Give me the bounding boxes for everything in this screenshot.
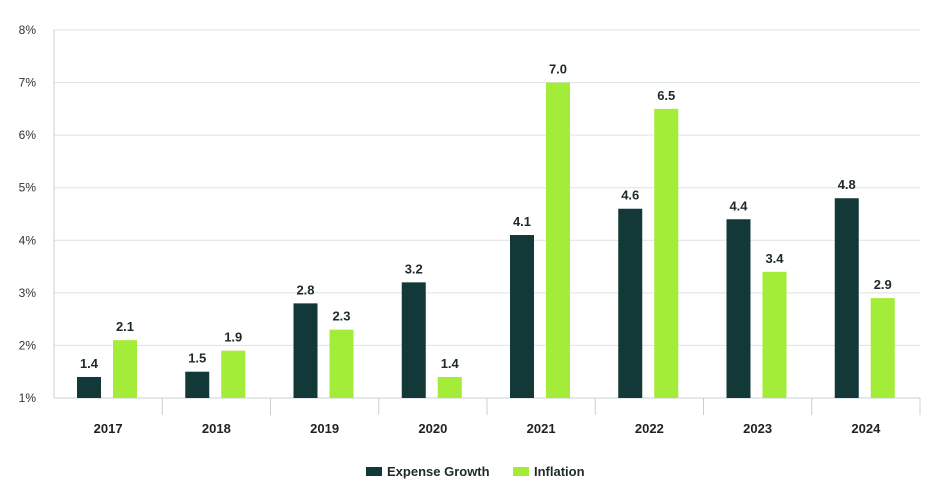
- y-tick-label: 8%: [19, 23, 37, 37]
- bar-inflation: [762, 271, 787, 398]
- data-label: 2.3: [332, 309, 350, 324]
- data-label: 3.4: [765, 251, 784, 266]
- y-tick-label: 3%: [19, 286, 37, 300]
- y-tick-label: 7%: [19, 76, 37, 90]
- data-label: 1.5: [188, 351, 206, 366]
- data-label: 7.0: [549, 62, 567, 77]
- legend-swatch: [366, 467, 382, 476]
- data-label: 1.4: [441, 356, 460, 371]
- bar-expense-growth: [618, 208, 643, 398]
- data-label: 4.1: [513, 214, 531, 229]
- bar-inflation: [221, 350, 246, 398]
- bar-inflation: [437, 376, 462, 398]
- x-tick-label: 2022: [635, 421, 664, 436]
- x-tick-label: 2017: [94, 421, 123, 436]
- data-label: 2.9: [874, 277, 892, 292]
- data-label: 4.8: [838, 177, 856, 192]
- data-label: 4.4: [729, 198, 748, 213]
- x-tick-label: 2024: [851, 421, 881, 436]
- bar-inflation: [113, 340, 137, 398]
- y-tick-label: 4%: [19, 233, 37, 247]
- bar-inflation: [546, 82, 570, 399]
- x-tick-label: 2020: [418, 421, 447, 436]
- bar-expense-growth: [510, 235, 534, 398]
- x-tick-label: 2019: [310, 421, 339, 436]
- legend-label: Inflation: [534, 464, 585, 479]
- data-label: 2.1: [116, 319, 134, 334]
- bar-expense-growth: [834, 198, 859, 398]
- x-tick-label: 2018: [202, 421, 231, 436]
- bar-expense-growth: [726, 219, 751, 398]
- legend-swatch: [513, 467, 529, 476]
- y-tick-label: 1%: [19, 391, 37, 405]
- data-label: 6.5: [657, 88, 675, 103]
- y-tick-label: 5%: [19, 181, 37, 195]
- data-label: 4.6: [621, 188, 639, 203]
- bar-inflation: [870, 298, 895, 398]
- data-label: 1.9: [224, 330, 242, 345]
- bar-inflation: [654, 108, 679, 398]
- x-tick-label: 2021: [527, 421, 556, 436]
- bar-expense-growth: [401, 282, 426, 398]
- bar-inflation: [329, 329, 354, 398]
- bar-expense-growth: [293, 303, 318, 398]
- y-tick-label: 6%: [19, 128, 37, 142]
- bar-expense-growth: [185, 371, 210, 398]
- legend-label: Expense Growth: [387, 464, 490, 479]
- bar-expense-growth: [77, 376, 101, 398]
- data-label: 1.4: [80, 356, 99, 371]
- x-tick-label: 2023: [743, 421, 772, 436]
- y-tick-label: 2%: [19, 338, 37, 352]
- data-label: 2.8: [296, 282, 314, 297]
- data-label: 3.2: [405, 261, 423, 276]
